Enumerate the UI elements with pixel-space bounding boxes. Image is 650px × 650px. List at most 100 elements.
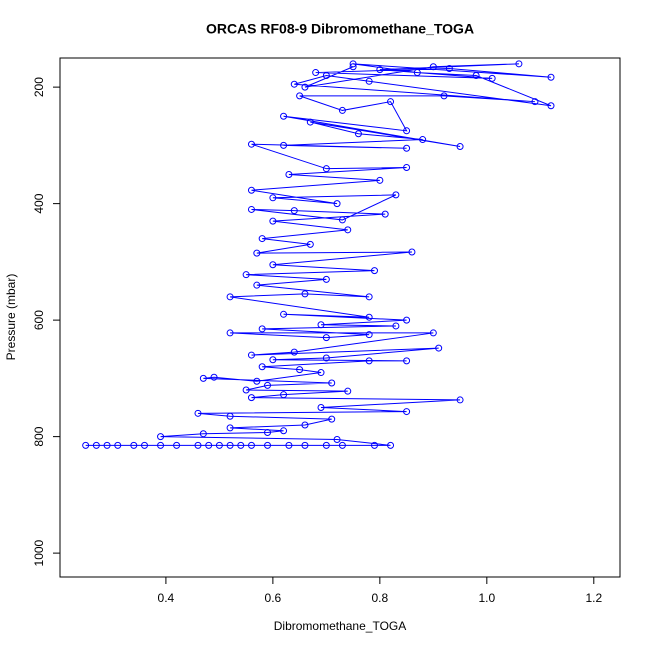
data-point (429, 329, 437, 337)
data-point (370, 267, 378, 275)
data-point (344, 226, 352, 234)
y-tick-label: 600 (32, 310, 46, 330)
data-point (280, 427, 288, 435)
data-point (403, 408, 411, 416)
plot-frame (59, 57, 621, 578)
data-point (285, 441, 293, 449)
data-point (338, 216, 346, 224)
data-point (114, 441, 122, 449)
data-point (338, 441, 346, 449)
data-point (488, 74, 496, 82)
data-point (312, 69, 320, 77)
data-point (242, 386, 250, 394)
data-point (92, 441, 100, 449)
data-point (344, 387, 352, 395)
data-point (322, 71, 330, 79)
data-point (247, 394, 255, 402)
data-point (413, 69, 421, 77)
data-point (419, 136, 427, 144)
data-point (387, 441, 395, 449)
x-tick-label: 0.4 (158, 591, 175, 605)
data-point (328, 379, 336, 387)
data-point (547, 102, 555, 110)
data-point (141, 441, 149, 449)
data-point (290, 348, 298, 356)
data-point (296, 92, 304, 100)
data-point (370, 441, 378, 449)
data-point (269, 356, 277, 364)
data-point (253, 377, 261, 385)
data-point (403, 164, 411, 172)
y-tick-label: 400 (32, 193, 46, 213)
data-point (210, 373, 218, 381)
data-point (253, 249, 261, 257)
data-point (280, 112, 288, 120)
data-point (445, 64, 453, 72)
data-point (317, 403, 325, 411)
data-point (290, 207, 298, 215)
data-point (365, 357, 373, 365)
data-point (253, 281, 261, 289)
data-point (322, 354, 330, 362)
data-point (515, 60, 523, 68)
data-point (301, 441, 309, 449)
data-point (301, 290, 309, 298)
data-point (269, 261, 277, 269)
data-point (280, 391, 288, 399)
data-point (328, 415, 336, 423)
data-point (365, 77, 373, 85)
x-tick-label: 0.8 (372, 591, 389, 605)
data-point (264, 441, 272, 449)
data-point (280, 310, 288, 318)
data-point (258, 235, 266, 243)
data-point (247, 351, 255, 359)
data-point (226, 293, 234, 301)
data-point (365, 313, 373, 321)
data-point (157, 441, 165, 449)
data-point (531, 98, 539, 106)
data-point (269, 217, 277, 225)
x-tick-label: 1.0 (478, 591, 495, 605)
data-point (205, 441, 213, 449)
data-point (258, 325, 266, 333)
data-point (199, 374, 207, 382)
data-point (301, 83, 309, 91)
x-tick-label: 1.2 (585, 591, 602, 605)
chart-title: ORCAS RF08-9 Dibromomethane_TOGA (206, 21, 474, 37)
data-point (472, 71, 480, 79)
data-point (258, 363, 266, 371)
data-point (403, 144, 411, 152)
data-point (387, 98, 395, 106)
data-point (381, 210, 389, 218)
data-point (173, 441, 181, 449)
data-point (440, 92, 448, 100)
data-point (199, 430, 207, 438)
data-point (429, 63, 437, 71)
data-point (247, 186, 255, 194)
data-point (408, 248, 416, 256)
data-point (103, 441, 111, 449)
data-point (264, 429, 272, 437)
data-point (403, 127, 411, 135)
data-point (322, 334, 330, 342)
data-point (322, 441, 330, 449)
data-point (322, 165, 330, 173)
data-point (242, 271, 250, 279)
data-point (296, 366, 304, 374)
data-point (306, 240, 314, 248)
data-point (82, 441, 90, 449)
data-point (194, 409, 202, 417)
data-point (237, 441, 245, 449)
data-point (317, 321, 325, 329)
y-tick-label: 800 (32, 426, 46, 446)
y-tick-label: 1000 (32, 539, 46, 566)
data-point (226, 441, 234, 449)
y-tick-label: 200 (32, 77, 46, 97)
data-point (215, 441, 223, 449)
data-point (349, 60, 357, 68)
data-point (264, 381, 272, 389)
data-point (365, 331, 373, 339)
data-point (392, 322, 400, 330)
data-point (403, 357, 411, 365)
data-point (317, 369, 325, 377)
